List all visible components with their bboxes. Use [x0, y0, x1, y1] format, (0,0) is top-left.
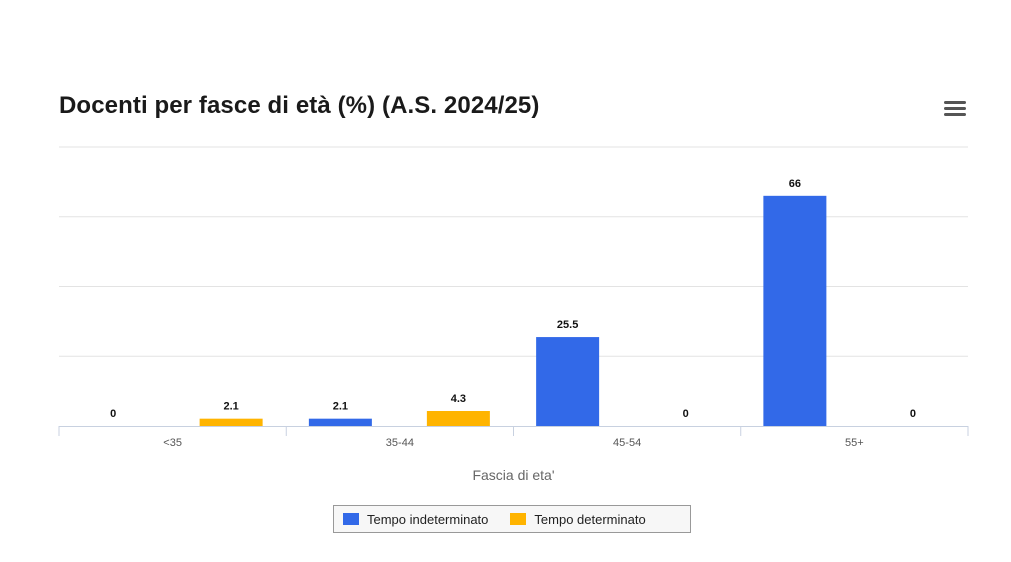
data-label: 0 — [683, 408, 689, 420]
chart-title: Docenti per fasce di età (%) (A.S. 2024/… — [59, 92, 540, 119]
data-label: 2.1 — [333, 401, 348, 413]
x-axis-title: Fascia di eta' — [472, 467, 554, 483]
legend-item[interactable]: Tempo determinato — [510, 511, 646, 527]
legend-item[interactable]: Tempo indeterminato — [343, 512, 488, 527]
data-label: 66 — [789, 178, 801, 190]
bar-chart: <35 0 2.1 35-44 2.1 4.3 45-54 25.5 0 55+ 66 0 Fascia… — [58, 146, 969, 483]
hamburger-menu-icon — [944, 101, 966, 104]
hamburger-menu-icon-line — [944, 113, 966, 116]
data-label: 4.3 — [451, 393, 466, 405]
x-tick-label: 45-54 — [613, 437, 641, 449]
x-tick-label: 55+ — [845, 437, 864, 449]
bar — [199, 418, 263, 426]
data-label: 2.1 — [223, 401, 238, 413]
bar — [426, 411, 490, 426]
bar — [308, 418, 372, 426]
bar — [536, 337, 600, 426]
legend-label: Tempo indeterminato — [367, 511, 489, 527]
legend-swatch — [343, 513, 359, 525]
data-label: 0 — [910, 408, 916, 420]
legend-swatch — [510, 513, 527, 525]
data-label: 0 — [110, 408, 116, 420]
x-tick-label: 35-44 — [386, 437, 414, 449]
data-label: 25.5 — [557, 319, 578, 331]
bar — [763, 195, 827, 426]
chart-menu-button[interactable] — [944, 101, 966, 119]
chart-legend: Tempo indeterminato Tempo determinato — [333, 505, 691, 533]
hamburger-menu-icon-line — [944, 107, 966, 110]
x-tick-label: <35 — [163, 437, 182, 449]
legend-label: Tempo determinato — [534, 511, 646, 527]
